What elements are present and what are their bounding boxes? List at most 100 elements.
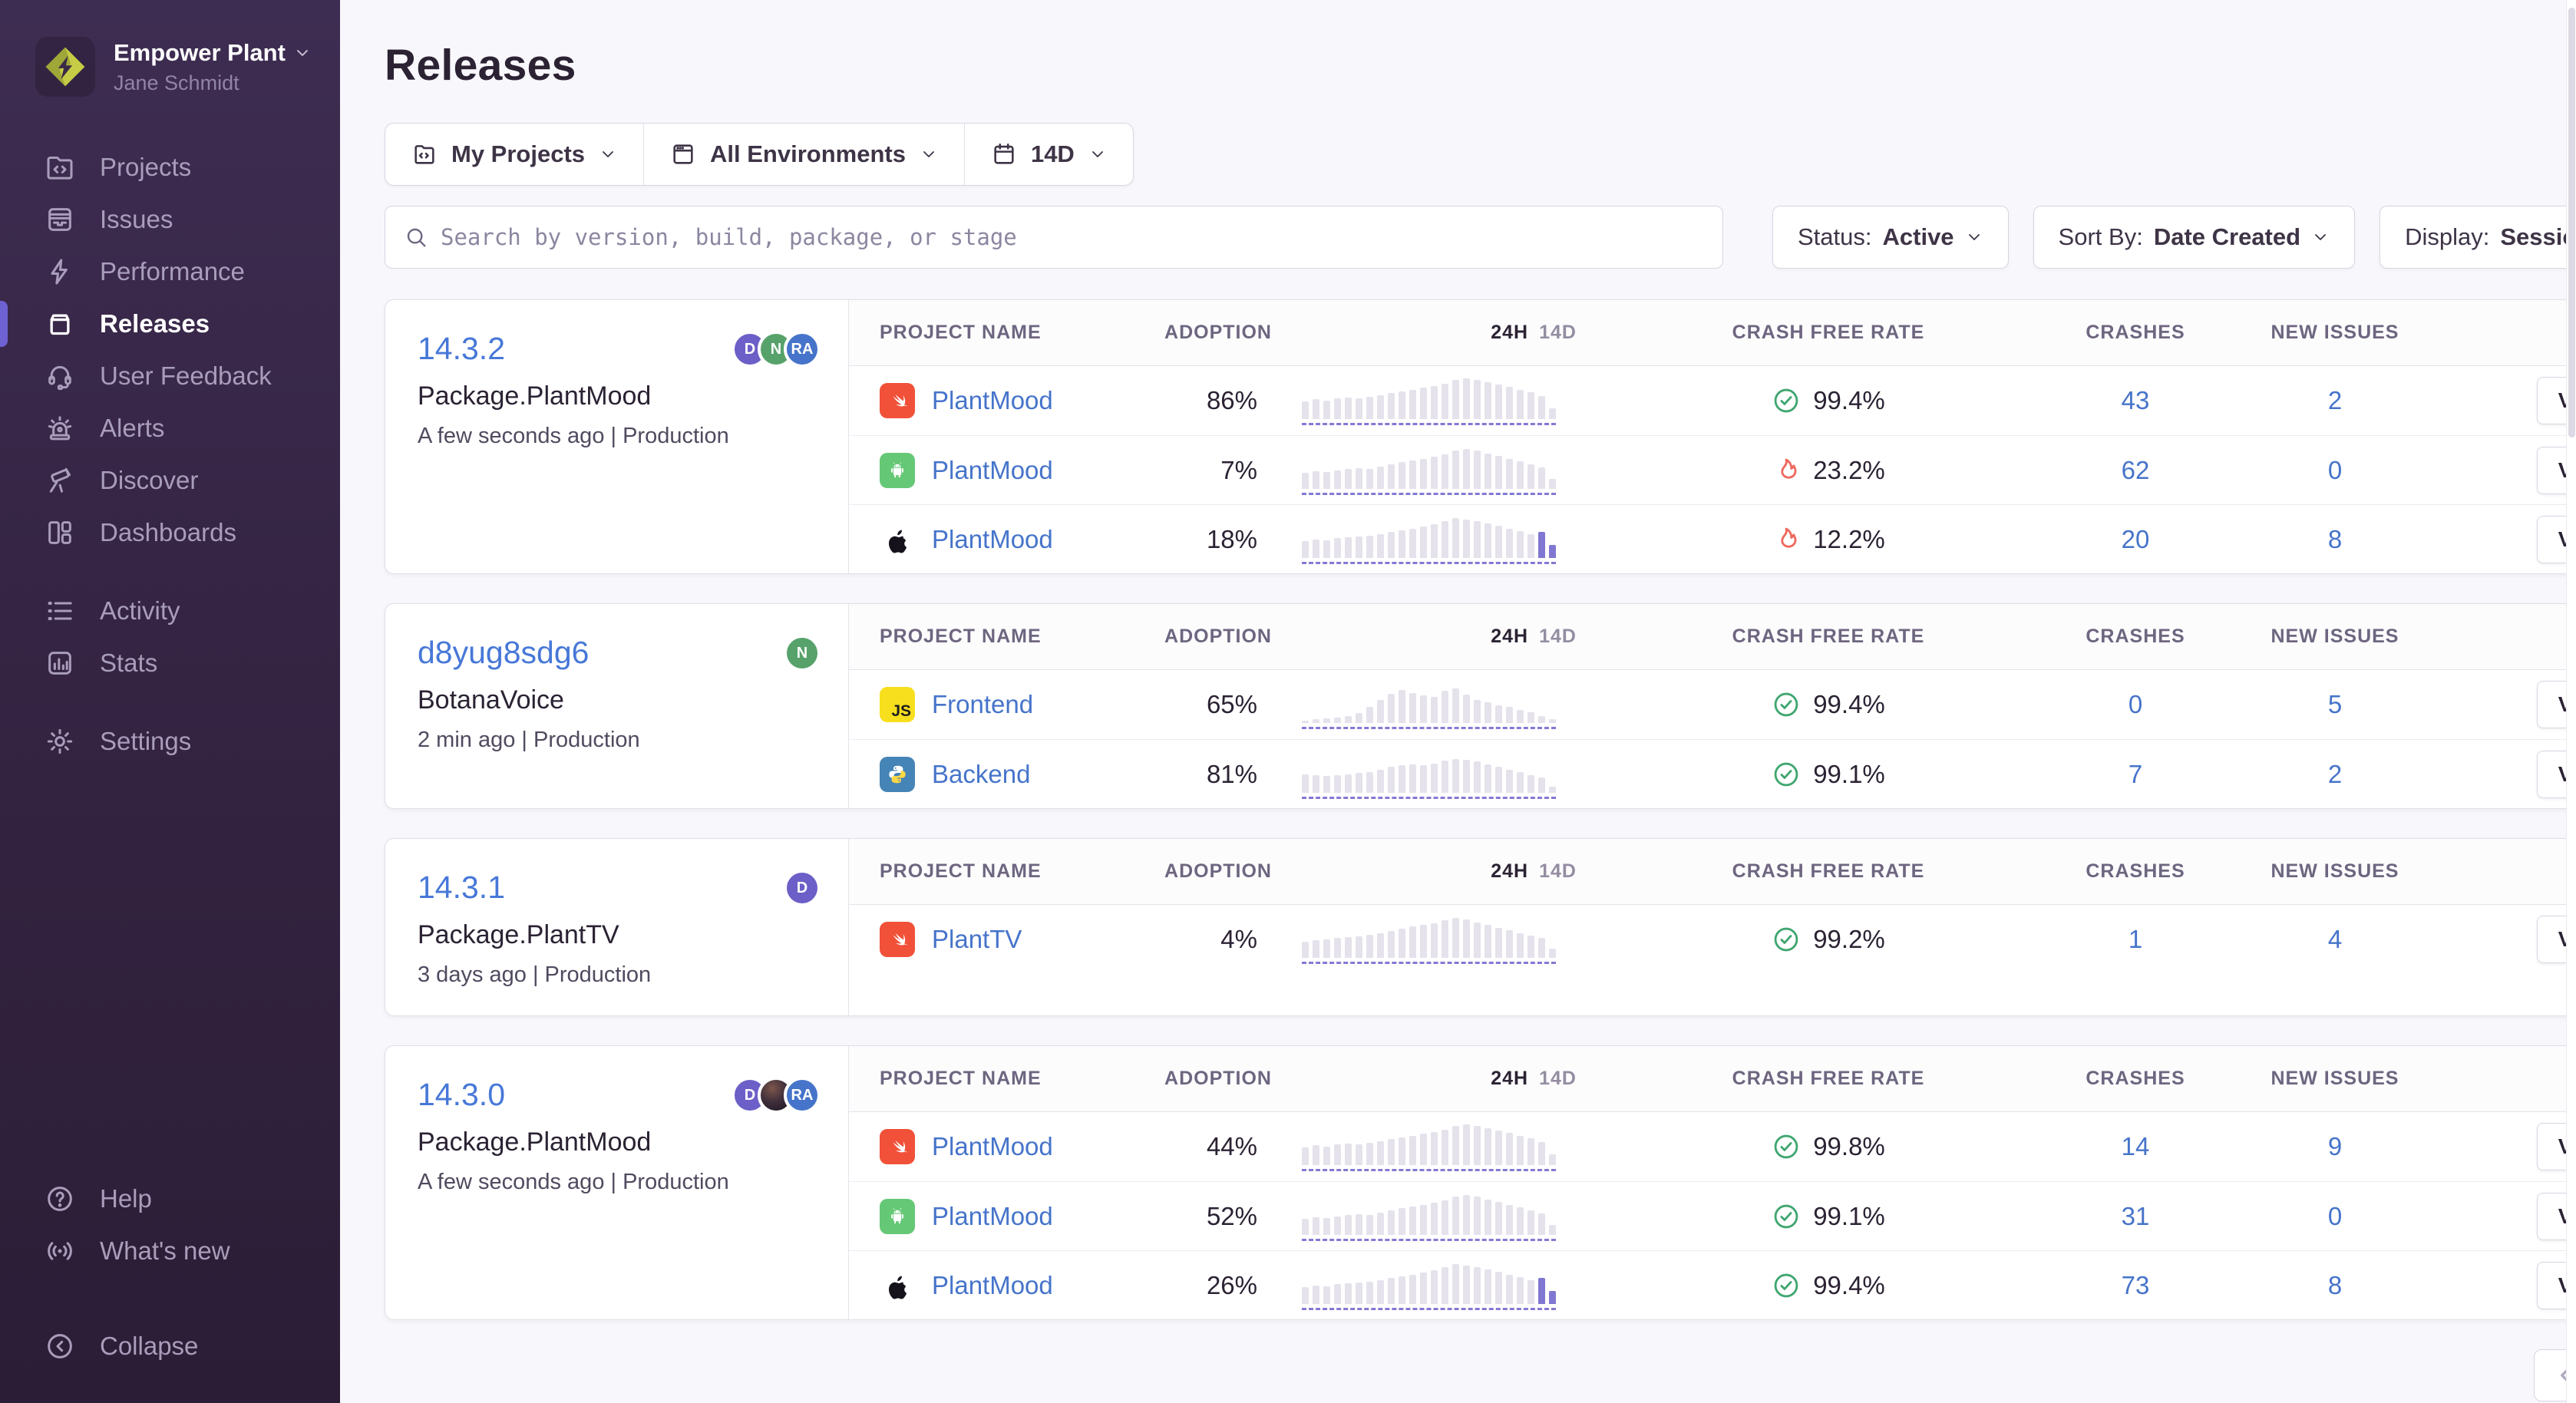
crash-free-value: 99.8% (1813, 1132, 1885, 1160)
user-feedback-icon (43, 359, 77, 393)
crashes-count-link[interactable]: 43 (2121, 386, 2150, 414)
header-range-toggle[interactable]: 24H 14D (1491, 626, 1577, 647)
header-project-name: PROJECT NAME (880, 626, 1042, 647)
adoption-value: 7% (1220, 455, 1257, 484)
header-adoption: ADOPTION (1164, 1068, 1272, 1089)
crashes-count-link[interactable]: 7 (2128, 759, 2143, 788)
header-project-name: PROJECT NAME (880, 322, 1042, 343)
release-version-link[interactable]: d8yug8sdg6 (418, 635, 590, 670)
release-package: Package.PlantMood (418, 381, 652, 411)
sidebar-collapse-button[interactable]: Collapse (0, 1320, 340, 1372)
project-row: PlantTV 4% 99.2% 1 4 View (849, 905, 2576, 974)
sidebar-item-projects[interactable]: Projects (0, 141, 340, 193)
swift-icon (880, 1129, 915, 1164)
sidebar-item-performance[interactable]: Performance (0, 246, 340, 298)
project-row: JS Frontend 65% 99.4% 0 5 View (849, 670, 2576, 739)
release-version-link[interactable]: 14.3.1 (418, 870, 505, 905)
header-crashes: CRASHES (2086, 860, 2185, 882)
sidebar-item-user-feedback[interactable]: User Feedback (0, 350, 340, 402)
project-filter[interactable]: My Projects (385, 124, 643, 185)
new-issues-count-link[interactable]: 0 (2327, 455, 2343, 484)
new-issues-count-link[interactable]: 2 (2327, 759, 2343, 788)
adoption-sparkline (1302, 680, 1556, 729)
environment-filter[interactable]: All Environments (643, 124, 964, 185)
sidebar-item-stats[interactable]: Stats (0, 637, 340, 689)
sidebar-item-issues[interactable]: Issues (0, 193, 340, 246)
avatar-stack: N (784, 635, 821, 672)
header-range-toggle[interactable]: 24H 14D (1491, 860, 1577, 882)
new-issues-count-link[interactable]: 5 (2327, 690, 2343, 718)
project-row: PlantMood 86% 99.4% 43 2 View (849, 366, 2576, 435)
sidebar-item-discover[interactable]: Discover (0, 454, 340, 507)
project-row: PlantMood 52% 99.1% 31 0 View (849, 1181, 2576, 1250)
project-link[interactable]: PlantMood (932, 1201, 1053, 1230)
crashes-count-link[interactable]: 14 (2121, 1132, 2150, 1160)
project-row: PlantMood 26% 99.4% 73 8 View (849, 1250, 2576, 1319)
sidebar-item-settings[interactable]: Settings (0, 715, 340, 768)
sidebar-item-releases[interactable]: Releases (0, 298, 340, 350)
table-header-row: PROJECT NAME ADOPTION 24H 14D CRASH FREE RAT… (849, 604, 2576, 670)
project-link[interactable]: Frontend (932, 690, 1034, 718)
project-link[interactable]: PlantMood (932, 386, 1053, 414)
display-dropdown[interactable]: Display: Sessions (2379, 206, 2576, 269)
scrollbar-thumb[interactable] (2568, 8, 2575, 437)
release-version-link[interactable]: 14.3.0 (418, 1077, 505, 1112)
project-row: Backend 81% 99.1% 7 2 View (849, 739, 2576, 808)
adoption-value: 52% (1206, 1201, 1257, 1230)
crashes-count-link[interactable]: 20 (2121, 524, 2150, 553)
sidebar-item-dashboards[interactable]: Dashboards (0, 507, 340, 559)
project-link[interactable]: PlantMood (932, 1132, 1053, 1160)
project-link[interactable]: PlantMood (932, 524, 1053, 553)
search-box (385, 206, 1723, 269)
project-link[interactable]: PlantTV (932, 925, 1022, 953)
sidebar-item-help[interactable]: Help (0, 1173, 340, 1225)
adoption-sparkline (1302, 750, 1556, 799)
sidebar-item-whats-new[interactable]: What's new (0, 1225, 340, 1277)
discover-icon (43, 464, 77, 497)
release-meta: 2 min ago | Production (418, 728, 640, 752)
header-new-issues: NEW ISSUES (2271, 1068, 2399, 1089)
page-title: Releases (385, 41, 576, 90)
new-issues-count-link[interactable]: 4 (2327, 925, 2343, 953)
adoption-sparkline (1302, 915, 1556, 964)
new-issues-count-link[interactable]: 2 (2327, 386, 2343, 414)
sidebar-item-alerts[interactable]: Alerts (0, 402, 340, 454)
new-issues-count-link[interactable]: 8 (2327, 1270, 2343, 1299)
new-issues-count-link[interactable]: 8 (2327, 524, 2343, 553)
org-switcher[interactable]: Empower Plant Jane Schmidt (0, 37, 340, 97)
crashes-count-link[interactable]: 62 (2121, 455, 2150, 484)
sparkline-baseline (1302, 561, 1556, 564)
sparkline-baseline (1302, 1169, 1556, 1171)
release-summary: d8yug8sdg6 N BotanaVoice 2 min ago | Produc… (385, 604, 849, 808)
search-icon (407, 228, 426, 247)
sidebar-item-activity[interactable]: Activity (0, 585, 340, 637)
swift-icon (880, 922, 915, 957)
scrollbar-track[interactable] (2566, 0, 2576, 1403)
project-link[interactable]: PlantMood (932, 1270, 1053, 1299)
crashes-count-link[interactable]: 1 (2128, 925, 2143, 953)
search-input[interactable] (441, 206, 1704, 268)
crashes-count-link[interactable]: 0 (2128, 690, 2143, 718)
new-issues-count-link[interactable]: 0 (2327, 1201, 2343, 1230)
crash-free-value: 12.2% (1813, 524, 1885, 553)
sidebar: Empower Plant Jane Schmidt Projects Issu… (0, 0, 340, 1403)
crashes-count-link[interactable]: 73 (2121, 1270, 2150, 1299)
project-link[interactable]: PlantMood (932, 455, 1053, 484)
search-row: Status: Active Sort By: Date Created Dis… (385, 206, 2576, 269)
help-icon (43, 1182, 77, 1216)
crashes-count-link[interactable]: 31 (2121, 1201, 2150, 1230)
project-link[interactable]: Backend (932, 759, 1031, 788)
crash-free-healthy-icon (1772, 386, 1801, 415)
sidebar-nav: Projects Issues Performance Releases Use… (0, 141, 340, 768)
header-range-toggle[interactable]: 24H 14D (1491, 322, 1577, 343)
header-range-toggle[interactable]: 24H 14D (1491, 1068, 1577, 1089)
sparkline-baseline (1302, 796, 1556, 799)
release-version-link[interactable]: 14.3.2 (418, 331, 505, 366)
status-dropdown[interactable]: Status: Active (1772, 206, 2009, 269)
new-issues-count-link[interactable]: 9 (2327, 1132, 2343, 1160)
chevron-down-icon (1968, 234, 1980, 240)
release-card: 14.3.2 D N RA Package.PlantMood A few seconds… (385, 299, 2576, 574)
sort-by-dropdown[interactable]: Sort By: Date Created (2033, 206, 2356, 269)
android-icon (880, 1198, 915, 1234)
date-range-filter[interactable]: 14D (963, 124, 1133, 185)
